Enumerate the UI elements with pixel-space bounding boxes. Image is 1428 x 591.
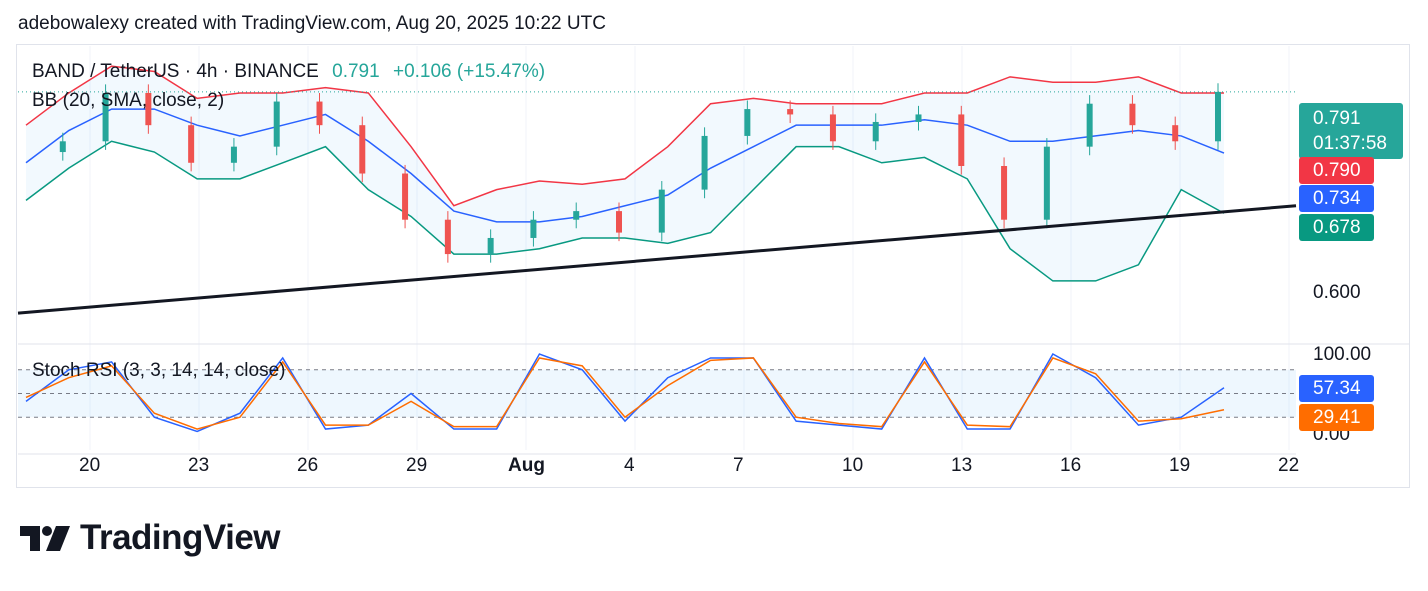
time-axis-tick: 4 [624,455,635,476]
price-axis-tick: 0.600 [1313,282,1361,303]
last-price-label: 0.791 01:37:58 [1299,103,1403,159]
bb-legend[interactable]: BB (20, SMA, close, 2) [32,90,225,111]
candle-body [487,237,494,255]
brand-name: TradingView [80,518,281,557]
candle-body [872,121,879,142]
candle-body [316,101,323,126]
trendline [17,204,1297,315]
symbol-info: BAND / TetherUS · 4h · BINANCE [32,61,319,82]
bb-lower-line [25,140,1225,282]
candle-body [1215,91,1221,142]
candle-body [59,141,66,153]
time-axis-tick: 19 [1169,455,1191,476]
time-axis-tick: 7 [733,455,744,476]
time-axis-tick: 10 [842,455,864,476]
candle-body [658,189,665,233]
candle-body [1086,103,1093,147]
candle-body [444,219,451,255]
stoch-d-line [25,357,1225,430]
support-trendline [17,204,1297,315]
candle-body [1043,146,1050,220]
bollinger-bands [18,65,1296,282]
candle-body [188,125,195,163]
chart-frame[interactable] [16,44,1410,488]
grid-lines [18,46,1410,455]
time-axis-tick: Aug [508,455,545,476]
time-axis-tick: 13 [951,455,973,476]
last-price-value: 0.791 [1313,108,1361,129]
candle-body [573,211,580,220]
last-price: 0.791 [332,61,380,82]
header-text: adebowalexy created with TradingView.com… [18,13,606,34]
stoch-rsi-legend[interactable]: Stoch RSI (3, 3, 14, 14, close) [32,360,286,381]
candle-body [787,109,794,115]
time-axis-tick: 29 [406,455,428,476]
tradingview-logo[interactable]: TradingView [20,518,281,558]
time-axis-tick: 26 [297,455,319,476]
price-change: +0.106 (+15.47%) [392,61,546,82]
candle-body [530,219,537,238]
candles [59,83,1221,263]
candle-body [102,92,109,142]
candle-body [829,114,836,142]
candle-body [1172,125,1179,142]
candle-body [230,146,237,163]
candle-body [744,109,751,136]
stoch-rsi-pane [18,352,1296,433]
candle-body [273,101,280,147]
time-axis-tick: 16 [1060,455,1082,476]
bb-basis-line [25,108,1225,223]
candle-body [1001,166,1008,220]
time-axis-tick: 20 [79,455,101,476]
bb-upper-label: 0.790 [1299,157,1374,184]
candle-body [701,135,708,190]
candle-body [359,125,366,174]
candle-body [402,173,409,220]
rsi-axis-tick-top: 100.00 [1313,344,1372,365]
candle-body [616,211,622,233]
bar-countdown: 01:37:58 [1313,133,1387,154]
symbol-legend[interactable]: BAND / TetherUS · 4h · BINANCE 0.791 +0.… [32,61,545,83]
time-axis-tick: 22 [1278,455,1300,476]
candle-body [915,114,922,122]
candle-body [145,92,152,126]
stoch-k-label: 57.34 [1299,375,1374,402]
bb-upper-line [25,65,1224,207]
bb-middle-label: 0.734 [1299,185,1374,212]
stoch-d-label: 29.41 [1299,404,1374,431]
candle-body [1129,103,1136,126]
bb-lower-label: 0.678 [1299,214,1374,241]
tradingview-logo-icon [20,526,70,551]
time-axis-tick: 23 [188,455,210,476]
candle-body [958,114,965,166]
